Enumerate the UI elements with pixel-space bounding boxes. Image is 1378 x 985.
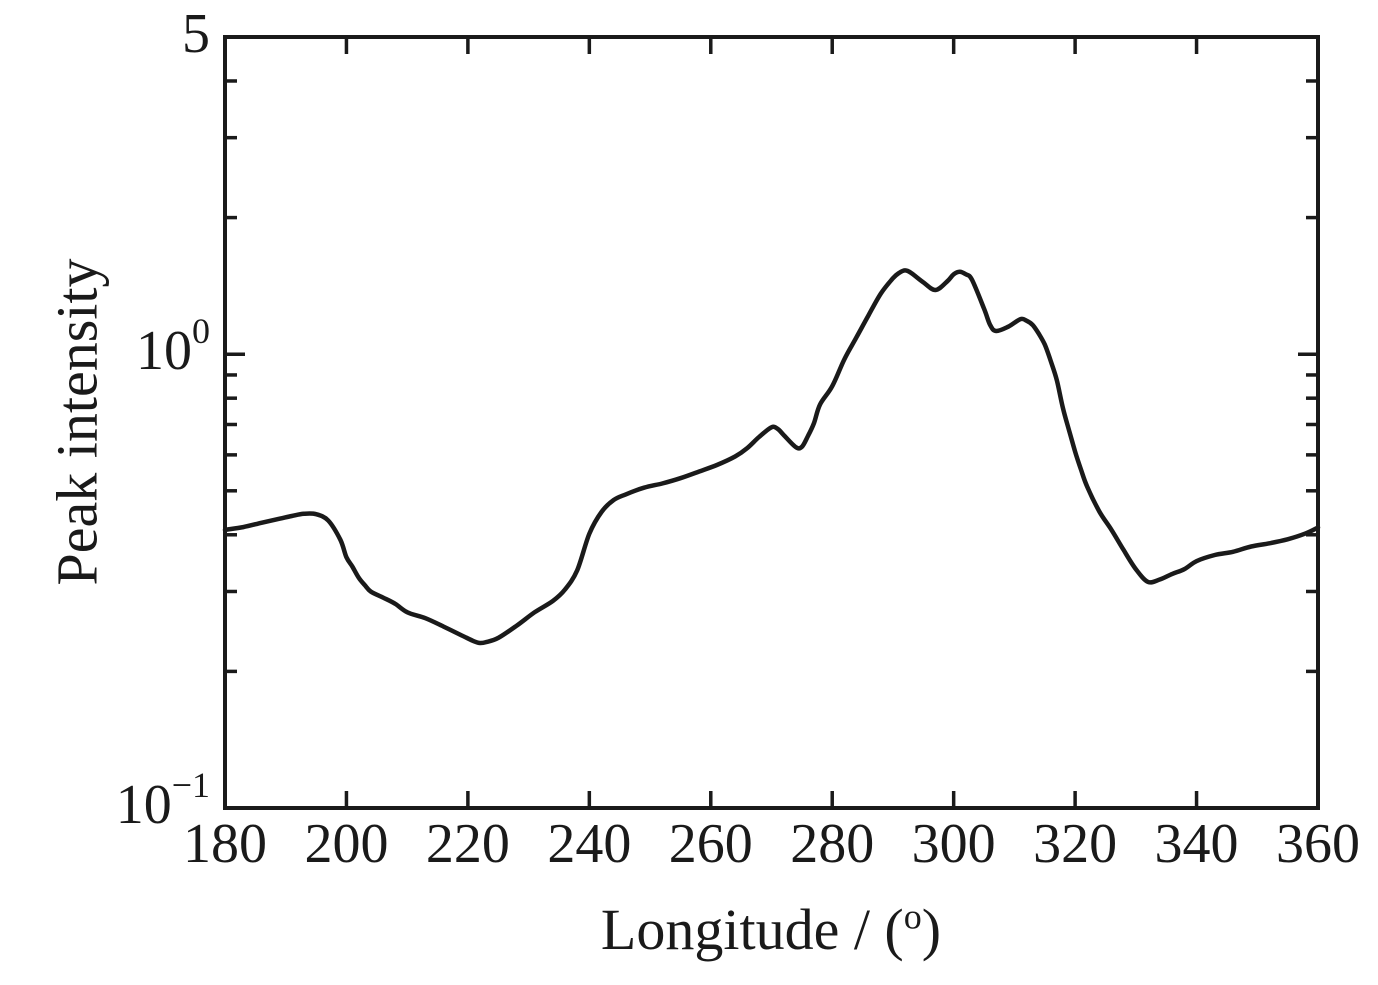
x-tick-label: 220: [426, 813, 510, 875]
x-tick-label: 200: [304, 813, 388, 875]
y-tick-marks: [225, 35, 1318, 810]
x-tick-label: 180: [183, 813, 267, 875]
x-tick-label: 320: [1033, 813, 1117, 875]
y-tick-label: 100: [136, 311, 210, 382]
y-tick-label: 10−1: [116, 765, 210, 836]
x-axis-label-close: ): [921, 897, 942, 962]
x-tick-marks: [223, 37, 1320, 808]
y-axis-label: Peak intensity: [44, 258, 110, 586]
degree-superscript-icon: o: [903, 896, 922, 937]
x-axis-label: Longitude / (o): [601, 897, 941, 964]
x-tick-label: 260: [669, 813, 753, 875]
x-tick-label: 300: [912, 813, 996, 875]
y-tick-labels: 5 100 10−1: [116, 3, 210, 836]
x-tick-label: 360: [1276, 813, 1360, 875]
x-tick-label: 280: [790, 813, 874, 875]
x-axis-label-text: Longitude / (: [600, 897, 904, 962]
intensity-curve: [222, 268, 1321, 646]
x-tick-label: 340: [1155, 813, 1239, 875]
y-tick-label: 5: [182, 3, 210, 65]
x-tick-labels: 180 200 220 240 260 280 300 320 340 360: [183, 813, 1360, 875]
plot-border: [223, 35, 1320, 810]
x-tick-label: 240: [547, 813, 631, 875]
